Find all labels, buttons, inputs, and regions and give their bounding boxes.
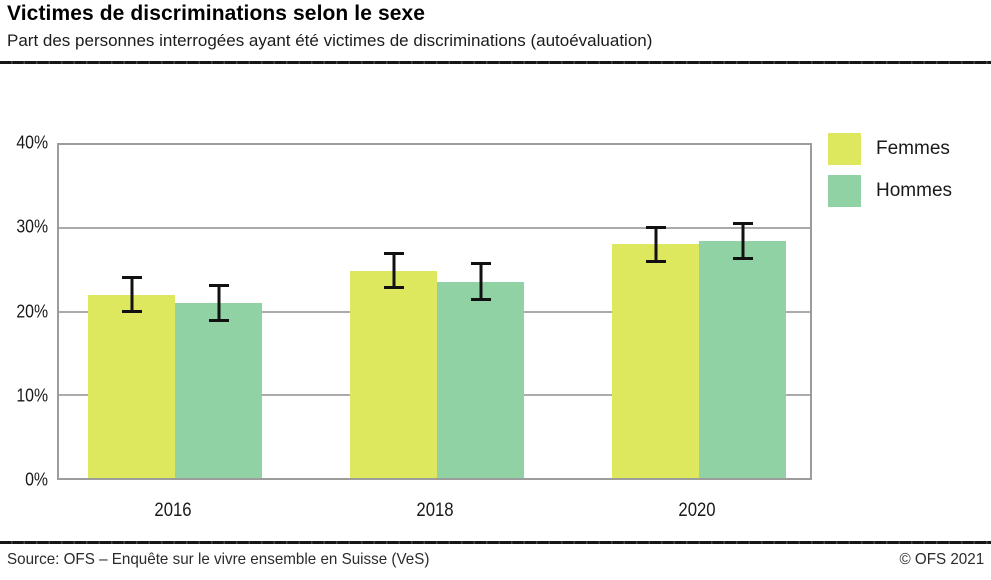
y-tick-label-0: 0% <box>25 469 48 490</box>
y-tick-label-40: 40% <box>16 132 48 153</box>
error-bar-hommes-2016 <box>208 284 229 322</box>
copyright-text: © OFS 2021 <box>899 551 984 568</box>
legend-swatch-hommes <box>828 175 861 207</box>
error-bar-femmes-2016 <box>121 275 142 314</box>
legend: Femmes Hommes <box>828 133 952 217</box>
bar-femmes-2018 <box>350 270 437 478</box>
legend-entry-femmes: Femmes <box>828 133 952 165</box>
chart-title: Victimes de discriminations selon le sex… <box>7 2 426 25</box>
x-tick-label-2020: 2020 <box>678 500 716 521</box>
legend-swatch-femmes <box>828 133 861 165</box>
error-bar-femmes-2018 <box>383 252 404 290</box>
legend-label-hommes: Hommes <box>876 180 953 201</box>
bar-femmes-2020 <box>612 244 699 478</box>
y-tick-label-10: 10% <box>16 385 48 406</box>
header-divider <box>0 61 991 64</box>
x-tick-label-2018: 2018 <box>416 500 454 521</box>
bar-femmes-2016 <box>88 294 175 478</box>
error-bar-hommes-2018 <box>470 261 491 301</box>
legend-label-femmes: Femmes <box>876 138 950 159</box>
bar-hommes-2018 <box>437 281 524 478</box>
error-bar-hommes-2020 <box>732 222 753 260</box>
y-tick-label-30: 30% <box>16 216 48 237</box>
chart-subtitle: Part des personnes interrogées ayant été… <box>7 31 653 50</box>
y-tick-label-20: 20% <box>16 301 48 321</box>
legend-entry-hommes: Hommes <box>828 175 952 207</box>
plot-area <box>57 143 812 480</box>
x-tick-label-2016: 2016 <box>154 500 192 521</box>
footer-divider <box>0 541 991 544</box>
x-axis-labels: 2016 2018 2020 <box>57 500 812 526</box>
gridline-30 <box>59 227 810 230</box>
source-text: Source: OFS – Enquête sur le vivre ensem… <box>7 551 430 568</box>
error-bar-femmes-2020 <box>645 225 666 264</box>
bar-hommes-2020 <box>699 240 786 478</box>
y-axis-labels: 0% 10% 20% 30% 40% <box>0 133 48 490</box>
bar-hommes-2016 <box>175 303 262 478</box>
